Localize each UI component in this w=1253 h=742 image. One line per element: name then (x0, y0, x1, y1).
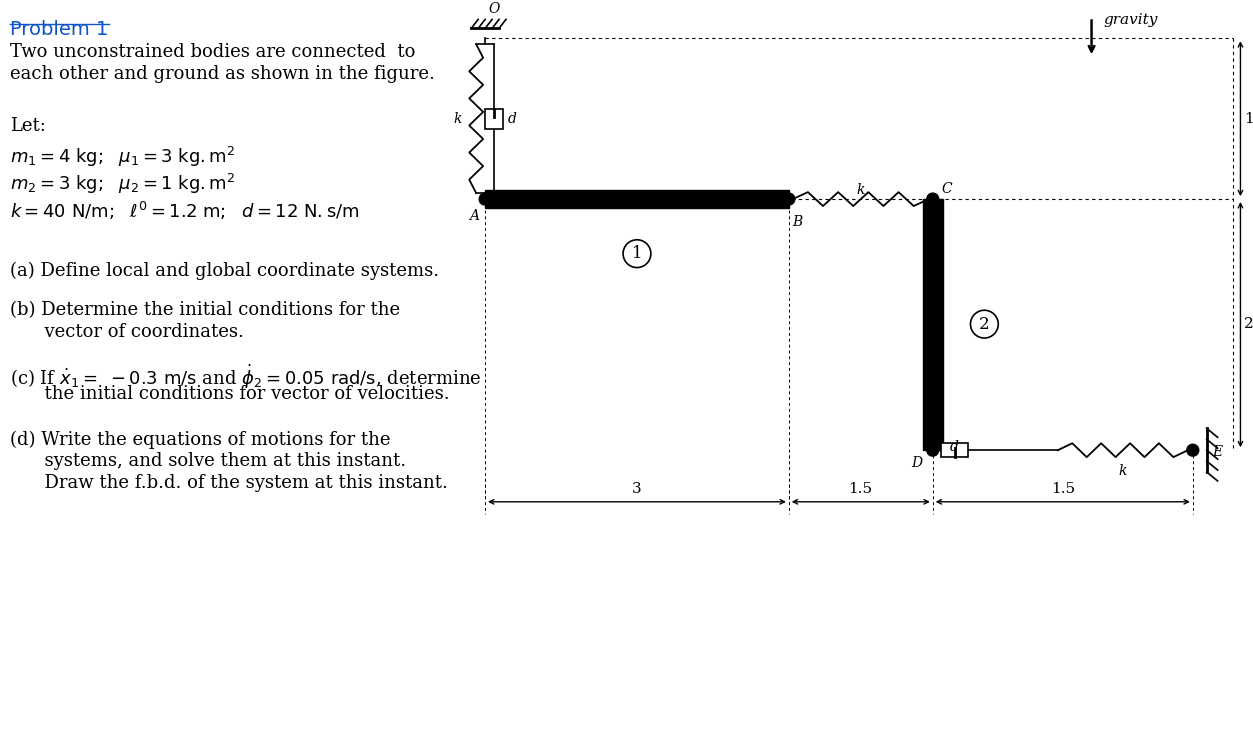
Text: 2: 2 (979, 315, 990, 332)
Text: (d) Write the equations of motions for the: (d) Write the equations of motions for t… (10, 430, 390, 449)
Text: systems, and solve them at this instant.: systems, and solve them at this instant. (10, 452, 406, 470)
Text: 1: 1 (1244, 112, 1253, 125)
Text: 2: 2 (1244, 317, 1253, 331)
Bar (485, 109, 502, 128)
Bar (485, 190, 789, 208)
Text: k: k (454, 112, 462, 125)
Text: Problem 1: Problem 1 (10, 21, 108, 39)
Text: each other and ground as shown in the figure.: each other and ground as shown in the fi… (10, 65, 435, 83)
Text: C: C (942, 182, 952, 196)
Text: vector of coordinates.: vector of coordinates. (10, 324, 243, 341)
Text: Draw the f.b.d. of the system at this instant.: Draw the f.b.d. of the system at this in… (10, 474, 447, 492)
Text: 1: 1 (632, 245, 643, 262)
Text: d: d (507, 112, 516, 125)
Text: D: D (911, 456, 922, 470)
Text: E: E (1213, 445, 1223, 459)
Text: $m_2 = 3\ \mathrm{kg};\ \ \mu_2 = 1\ \mathrm{kg.m}^2$: $m_2 = 3\ \mathrm{kg};\ \ \mu_2 = 1\ \ma… (10, 172, 236, 197)
Text: Let:: Let: (10, 116, 45, 135)
Circle shape (971, 310, 999, 338)
Text: $m_1 = 4\ \mathrm{kg};\ \ \mu_1 = 3\ \mathrm{kg.m}^2$: $m_1 = 4\ \mathrm{kg};\ \ \mu_1 = 3\ \ma… (10, 145, 236, 168)
Text: $k = 40\ \mathrm{N/m};\ \ \ell^0 = 1.2\ \mathrm{m};\ \ d = 12\ \mathrm{N.s/m}$: $k = 40\ \mathrm{N/m};\ \ \ell^0 = 1.2\ … (10, 200, 360, 222)
Circle shape (623, 240, 650, 268)
Bar (922, 199, 942, 450)
Bar (941, 443, 969, 457)
Text: (a) Define local and global coordinate systems.: (a) Define local and global coordinate s… (10, 262, 439, 280)
Text: B: B (792, 215, 802, 229)
Text: the initial conditions for vector of velocities.: the initial conditions for vector of vel… (10, 384, 450, 403)
Circle shape (479, 193, 491, 205)
Text: gravity: gravity (1104, 13, 1158, 27)
Text: Two unconstrained bodies are connected  to: Two unconstrained bodies are connected t… (10, 43, 415, 62)
Text: 1.5: 1.5 (848, 482, 872, 496)
Circle shape (783, 193, 794, 205)
Circle shape (1187, 444, 1199, 456)
Circle shape (927, 444, 938, 456)
Text: 3: 3 (633, 482, 642, 496)
Text: k: k (856, 183, 865, 197)
Text: (c) If $\dot{x}_1 =\ -0.3\ \mathrm{m/s}$ and $\dot{\phi}_2 = 0.05\ \mathrm{rad/s: (c) If $\dot{x}_1 =\ -0.3\ \mathrm{m/s}$… (10, 363, 481, 391)
Circle shape (927, 193, 938, 205)
Text: O: O (489, 2, 500, 16)
Text: (b) Determine the initial conditions for the: (b) Determine the initial conditions for… (10, 301, 400, 319)
Text: 1.5: 1.5 (1051, 482, 1075, 496)
Text: k: k (1118, 464, 1126, 478)
Text: A: A (469, 209, 479, 223)
Text: d: d (950, 440, 959, 454)
